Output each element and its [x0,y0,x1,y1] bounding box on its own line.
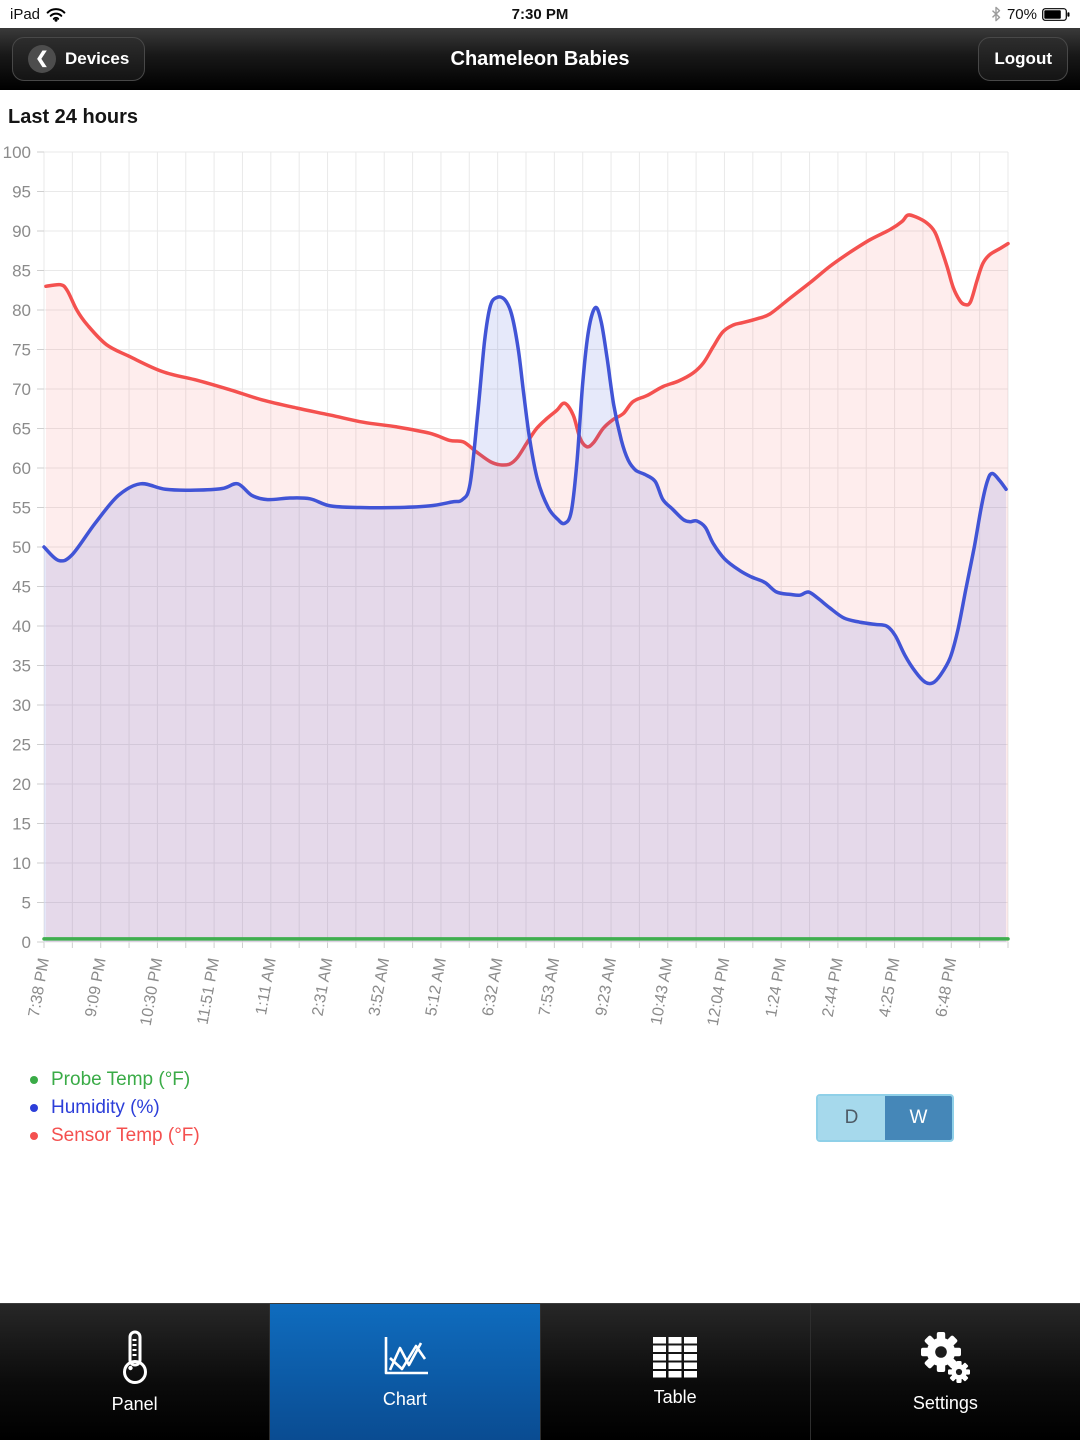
svg-text:90: 90 [12,222,31,241]
sensor-temp-f-line [44,213,1010,467]
svg-text:50: 50 [12,538,31,557]
svg-text:2:31 AM: 2:31 AM [310,957,337,1018]
svg-text:45: 45 [12,578,31,597]
day-toggle-button[interactable]: D [818,1096,885,1140]
svg-text:100: 100 [3,143,31,162]
table-grid-icon [653,1337,698,1378]
svg-text:85: 85 [12,262,31,281]
section-heading: Last 24 hours [8,106,139,128]
nav-bar: Chameleon Babies ❮ Devices Logout [0,28,1080,90]
svg-text:6:32 AM: 6:32 AM [480,957,507,1018]
tab-label: Panel [111,1394,158,1414]
svg-text:1:24 PM: 1:24 PM [763,957,790,1019]
svg-text:3:52 AM: 3:52 AM [366,957,393,1018]
humidity-line [42,295,1008,686]
svg-text:4:25 PM: 4:25 PM [876,957,903,1019]
line-chart-icon [384,1337,428,1375]
humidity-area [44,296,1007,943]
svg-text:1:11 AM: 1:11 AM [253,957,280,1017]
tab-settings[interactable]: Settings [809,1304,1080,1440]
svg-text:80: 80 [12,301,31,320]
battery-percent: 70% [1006,5,1037,23]
legend: Probe Temp (°F) Humidity (%) Sensor Temp… [30,1066,200,1150]
status-time: 7:30 PM [511,5,569,23]
sensor-temp-f-area [45,214,1008,942]
legend-item-probe-temp[interactable]: Probe Temp (°F) [30,1066,200,1094]
week-toggle-button[interactable]: W [885,1096,952,1140]
legend-label: Humidity (%) [51,1097,160,1118]
svg-text:10:30 PM: 10:30 PM [138,957,167,1027]
svg-text:5:12 AM: 5:12 AM [423,957,450,1018]
svg-text:7:53 AM: 7:53 AM [536,957,563,1018]
tab-label: Table [653,1387,697,1407]
svg-text:11:51 PM: 11:51 PM [195,957,223,1026]
legend-item-sensor-temp[interactable]: Sensor Temp (°F) [30,1122,200,1150]
svg-text:12:04 PM: 12:04 PM [705,957,734,1027]
status-bar: iPad 7:30 PM 70% [0,0,1080,28]
svg-text:65: 65 [12,420,31,439]
tab-label: Settings [912,1392,978,1413]
legend-label: Sensor Temp (°F) [51,1125,200,1146]
svg-text:55: 55 [12,499,31,518]
svg-text:25: 25 [12,736,31,755]
svg-text:5: 5 [22,894,31,913]
svg-text:30: 30 [12,696,31,715]
svg-text:2:44 PM: 2:44 PM [820,957,847,1019]
svg-text:60: 60 [12,459,31,478]
legend-dot [30,1076,38,1084]
svg-text:40: 40 [12,617,31,636]
legend-dot [30,1132,38,1140]
svg-text:35: 35 [12,657,31,676]
gear-icon [921,1331,971,1383]
chart: 0 5 10 15 20 25 30 35 40 45 50 55 60 65 70 75 80 85 90 95 10… [0,140,1080,1052]
legend-label: Probe Temp (°F) [51,1069,191,1090]
svg-text:70: 70 [12,380,31,399]
battery-icon [1042,7,1070,21]
device-label: iPad [10,5,41,23]
devices-label: Devices [65,49,130,68]
svg-text:7:38 PM: 7:38 PM [26,957,53,1019]
svg-text:95: 95 [12,183,31,202]
legend-dot [30,1104,38,1112]
bluetooth-icon [991,6,1001,22]
svg-text:0: 0 [22,933,31,952]
thermometer-icon [122,1330,147,1384]
tab-label: Chart [382,1389,427,1409]
tab-panel[interactable]: Panel [0,1304,270,1440]
devices-back-button[interactable]: ❮ Devices [12,37,146,81]
svg-text:20: 20 [12,775,31,794]
svg-text:9:23 AM: 9:23 AM [593,957,620,1018]
tab-table[interactable]: Table [539,1304,810,1440]
svg-text:9:09 PM: 9:09 PM [83,957,110,1019]
logout-button[interactable]: Logout [978,37,1068,81]
svg-text:10: 10 [12,854,31,873]
range-toggle: D W [816,1094,954,1142]
svg-text:10:43 AM: 10:43 AM [648,957,676,1027]
wifi-icon [46,7,66,22]
legend-item-humidity[interactable]: Humidity (%) [30,1094,200,1122]
back-chevron-icon: ❮ [28,45,56,73]
tab-bar: Panel Chart Tabl [0,1303,1080,1440]
logout-label: Logout [994,49,1052,68]
page-title: Chameleon Babies [450,47,630,70]
tab-chart[interactable]: Chart [269,1304,540,1440]
svg-text:15: 15 [12,815,31,834]
svg-text:75: 75 [12,341,31,360]
svg-text:6:48 PM: 6:48 PM [933,957,960,1019]
